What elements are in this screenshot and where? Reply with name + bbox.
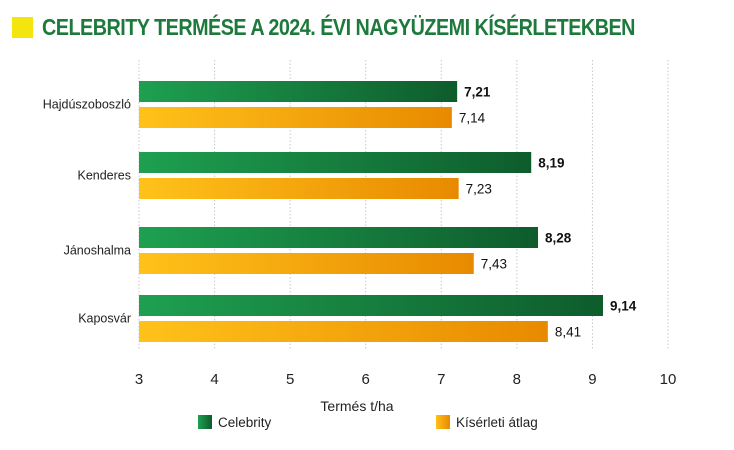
bar-kiserleti-atlag	[139, 253, 474, 274]
legend-label: Kísérleti átlag	[456, 415, 538, 430]
x-tick-label: 9	[588, 371, 596, 388]
category-label: Hajdúszoboszló	[43, 98, 131, 112]
x-tick-label: 4	[210, 371, 218, 388]
category-label: Kaposvár	[78, 312, 131, 326]
x-axis-title: Termés t/ha	[320, 398, 393, 414]
data-label: 7,43	[481, 257, 507, 272]
bar-kiserleti-atlag	[139, 107, 452, 128]
x-tick-label: 7	[437, 371, 445, 388]
bar-celebrity	[139, 81, 458, 102]
x-tick-label: 10	[660, 371, 677, 388]
data-label: 7,23	[466, 182, 492, 197]
x-tick-label: 8	[513, 371, 521, 388]
chart-title-bar: CELEBRITY TERMÉSE A 2024. ÉVI NAGYÜZEMI …	[12, 12, 731, 42]
legend-label: Celebrity	[218, 415, 272, 430]
bar-kiserleti-atlag	[139, 321, 548, 342]
chart-title: CELEBRITY TERMÉSE A 2024. ÉVI NAGYÜZEMI …	[42, 13, 635, 40]
category-label: Kenderes	[77, 169, 131, 183]
bar-celebrity	[139, 227, 539, 248]
title-marker-square	[12, 16, 33, 38]
data-label: 8,28	[545, 231, 572, 246]
data-label: 8,41	[555, 325, 581, 340]
data-label: 8,19	[538, 156, 564, 171]
x-tick-label: 6	[362, 371, 370, 388]
x-tick-label: 5	[286, 371, 294, 388]
x-tick-label: 3	[135, 371, 143, 388]
data-label: 9,14	[610, 299, 637, 314]
legend-swatch-kiserleti-atlag	[436, 415, 450, 429]
bars	[139, 81, 604, 342]
bar-celebrity	[139, 152, 532, 173]
bar-celebrity	[139, 295, 604, 316]
labels: 3 4 5 6 7 8 9 10 Termés t/ha Hajdúszoboszló 7,21 7,…	[43, 85, 677, 415]
legend: Celebrity Kísérleti átlag	[198, 415, 538, 430]
bar-kiserleti-atlag	[139, 178, 459, 199]
legend-swatch-celebrity	[198, 415, 212, 429]
category-label: Jánoshalma	[64, 244, 131, 258]
data-label: 7,21	[464, 85, 491, 100]
data-label: 7,14	[459, 111, 486, 126]
